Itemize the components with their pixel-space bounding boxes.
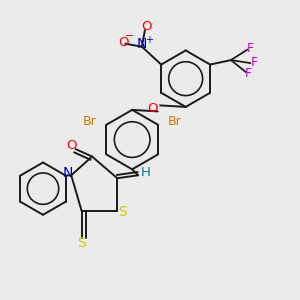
Text: +: + (145, 35, 153, 45)
Text: O: O (141, 20, 152, 33)
Text: −: − (125, 31, 135, 41)
Text: Br: Br (167, 115, 181, 128)
Text: F: F (251, 56, 258, 69)
Text: F: F (245, 67, 252, 80)
Text: H: H (141, 167, 151, 179)
Text: O: O (67, 139, 77, 152)
Text: S: S (77, 236, 86, 250)
Text: N: N (62, 166, 73, 180)
Text: O: O (118, 36, 128, 49)
Text: S: S (118, 206, 127, 219)
Text: Br: Br (83, 115, 97, 128)
Text: O: O (148, 102, 158, 115)
Text: F: F (247, 42, 254, 55)
Text: N: N (137, 37, 147, 51)
